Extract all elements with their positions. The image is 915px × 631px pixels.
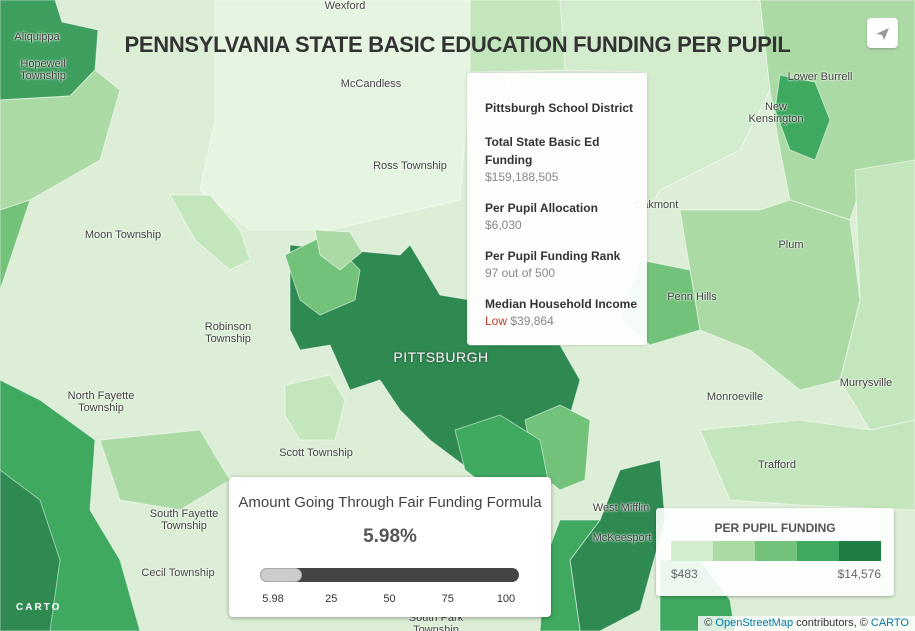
place-label: McCandless [340,78,402,90]
place-label: Hopewell Township [20,58,66,82]
carto-link[interactable]: CARTO [870,617,909,629]
legend-swatch [713,541,755,561]
legend-title: PER PUPIL FUNDING [714,521,836,535]
field-value: $39,864 [510,314,554,328]
popup: Pittsburgh School District Total State B… [467,73,647,345]
place-label: Cecil Township [141,567,215,579]
place-label: Penn Hills [667,291,717,303]
place-label: New Kensington [748,101,804,125]
field-value: 97 out of 500 [485,266,556,280]
slider-tick-label: 5.98 [262,593,284,605]
slider-title: Amount Going Through Fair Funding Formul… [238,494,542,511]
place-label: Wexford [324,0,366,12]
place-label: South Fayette Township [149,508,219,532]
place-label: Scott Township [279,447,353,459]
field-label: Total State Basic Ed Funding [485,135,600,167]
title: PENNSYLVANIA STATE BASIC EDUCATION FUNDI… [124,32,791,57]
legend-swatch [671,541,713,561]
carto-logo[interactable]: CARTO [16,602,62,613]
attr-text: contributors, © [796,617,868,629]
place-label: Plum [778,239,804,251]
place-label: PITTSBURGH [393,349,489,365]
legend-max: $14,576 [837,567,881,581]
osm-link[interactable]: OpenStreetMap [715,617,794,629]
slider-handle[interactable] [260,568,302,582]
field-value: $6,030 [485,218,522,232]
field-label: Per Pupil Allocation [485,201,598,215]
legend-swatch [755,541,797,561]
popup-field: Median Household Income Low $39,864 [485,295,637,329]
place-label: Trafford [758,459,796,471]
slider-panel: Amount Going Through Fair Funding Formul… [229,477,551,617]
place-label: North Fayette Township [67,390,135,414]
legend-swatch [839,541,881,561]
legend-scale [671,541,881,561]
popup-title: Pittsburgh School District [485,101,634,115]
field-qualifier: Low [485,314,508,328]
place-label: Murrysville [839,377,893,389]
popup-field: Per Pupil Allocation $6,030 [485,199,598,233]
slider-track[interactable] [260,568,519,582]
field-label: Per Pupil Funding Rank [485,249,621,263]
attribution: © OpenStreetMap contributors, © CARTO [698,616,915,631]
legend: PER PUPIL FUNDING $483 $14,576 [656,508,894,596]
legend-min: $483 [671,567,698,581]
place-label: Robinson Township [204,321,252,345]
slider-value: 5.98% [363,526,417,547]
share-button[interactable] [867,18,898,48]
place-label: McKeesport [592,532,652,544]
slider-tick-label: 50 [383,593,396,605]
field-label: Median Household Income [485,297,638,311]
slider-tick-label: 25 [325,593,338,605]
place-label: Moon Township [84,229,162,241]
popup-field: Total State Basic Ed Funding $159,188,505 [485,133,635,185]
place-label: Aliquippa [14,31,60,43]
legend-swatch [797,541,839,561]
slider-tick-label: 75 [441,593,454,605]
slider-tick-label: 100 [496,593,516,605]
place-label: West Mifflin [592,502,650,514]
place-label: Ross Township [373,160,447,172]
place-label: Monroeville [706,391,764,403]
place-label: Lower Burrell [787,71,853,83]
attr-text: © [704,617,713,629]
popup-field: Per Pupil Funding Rank 97 out of 500 [485,247,620,281]
field-value: $159,188,505 [485,170,559,184]
